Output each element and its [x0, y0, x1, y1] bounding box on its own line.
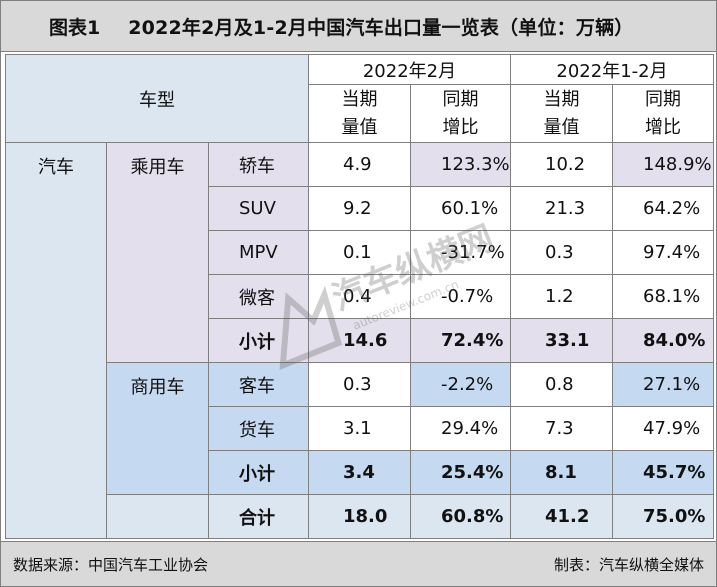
- period-janfeb-header: 2022年1-2月: [510, 54, 714, 85]
- table-row: 商用车 客车 0.3 -2.2% 0.8 27.1%: [6, 362, 714, 495]
- cum-value: 1.2: [510, 274, 613, 319]
- feb-yoy: -2.2%: [410, 362, 511, 407]
- feb-value: 0.4: [308, 274, 411, 319]
- cum-value: 7.3: [510, 406, 613, 451]
- feb-value: 3.1: [308, 406, 411, 451]
- cum-value: 8.1: [510, 450, 613, 495]
- total-spacer: [106, 494, 209, 539]
- category-cell: 汽车: [5, 142, 107, 539]
- page-title: 2022年2月及1-2月中国汽车出口量一览表（单位：万辆）: [128, 16, 634, 39]
- cum-yoy: 84.0%: [612, 318, 714, 363]
- vehicle-type-header: 车型: [5, 54, 309, 143]
- cum-value: 33.1: [510, 318, 613, 363]
- row-name: SUV: [208, 186, 309, 231]
- feb-value: 0.1: [308, 230, 411, 275]
- title-bar: 图表1 2022年2月及1-2月中国汽车出口量一览表（单位：万辆）: [1, 1, 716, 52]
- total-label: 合计: [208, 494, 309, 539]
- cum-yoy: 97.4%: [612, 230, 714, 275]
- feb-yoy: 123.3%: [410, 142, 511, 187]
- cum-yoy-header: 同期 增比: [612, 84, 714, 143]
- subtotal-row: 小计 3.4 25.4% 8.1 45.7%: [6, 450, 714, 495]
- feb-yoy: 29.4%: [410, 406, 511, 451]
- table-row: MPV 0.1 -31.7% 0.3 97.4%: [6, 230, 714, 275]
- feb-value: 9.2: [308, 186, 411, 231]
- cum-yoy: 64.2%: [612, 186, 714, 231]
- table-maker: 制表：汽车纵横全媒体: [553, 555, 704, 574]
- export-data-table: 车型 2022年2月 2022年1-2月 当期 量值 同期 增比 当期 量值 同期 增比…: [5, 54, 714, 539]
- feb-value: 18.0: [308, 494, 411, 539]
- feb-yoy: -0.7%: [410, 274, 511, 319]
- cum-yoy: 27.1%: [612, 362, 714, 407]
- feb-value: 0.3: [308, 362, 411, 407]
- table-row: SUV 9.2 60.1% 21.3 64.2%: [6, 186, 714, 231]
- cum-yoy: 68.1%: [612, 274, 714, 319]
- row-name: 客车: [208, 362, 309, 407]
- cum-yoy: 45.7%: [612, 450, 714, 495]
- feb-yoy: 60.8%: [410, 494, 511, 539]
- cum-yoy: 148.9%: [612, 142, 714, 187]
- row-name: 轿车: [208, 142, 309, 187]
- total-row: 合计 18.0 60.8% 41.2 75.0%: [6, 494, 714, 539]
- passenger-label: 乘用车: [106, 142, 209, 363]
- data-source: 数据来源：中国汽车工业协会: [13, 555, 209, 574]
- commercial-label: 商用车: [106, 362, 209, 495]
- cum-yoy: 47.9%: [612, 406, 714, 451]
- cum-value-header: 当期 量值: [510, 84, 613, 143]
- subtotal-label: 小计: [208, 450, 309, 495]
- feb-yoy: 60.1%: [410, 186, 511, 231]
- cum-value: 0.8: [510, 362, 613, 407]
- cum-value: 21.3: [510, 186, 613, 231]
- cum-yoy: 75.0%: [612, 494, 714, 539]
- figure-label: 图表1: [49, 16, 101, 39]
- feb-value-header: 当期 量值: [308, 84, 411, 143]
- cum-value: 0.3: [510, 230, 613, 275]
- row-name: MPV: [208, 230, 309, 275]
- feb-value: 4.9: [308, 142, 411, 187]
- feb-yoy-header: 同期 增比: [410, 84, 511, 143]
- feb-value: 14.6: [308, 318, 411, 363]
- row-name: 微客: [208, 274, 309, 319]
- cum-value: 41.2: [510, 494, 613, 539]
- footer-bar: 数据来源：中国汽车工业协会 制表：汽车纵横全媒体: [1, 541, 716, 586]
- feb-yoy: 25.4%: [410, 450, 511, 495]
- table-row: 汽车 乘用车 轿车 4.9 123.3% 10.2 148.9%: [5, 142, 714, 539]
- subtotal-row: 小计 14.6 72.4% 33.1 84.0%: [6, 318, 714, 363]
- row-name: 货车: [208, 406, 309, 451]
- table-row: 货车 3.1 29.4% 7.3 47.9%: [6, 406, 714, 451]
- table-row: 微客 0.4 -0.7% 1.2 68.1%: [6, 274, 714, 319]
- period-feb-header: 2022年2月: [308, 54, 511, 85]
- cum-value: 10.2: [510, 142, 613, 187]
- feb-yoy: -31.7%: [410, 230, 511, 275]
- feb-value: 3.4: [308, 450, 411, 495]
- subtotal-label: 小计: [208, 318, 309, 363]
- feb-yoy: 72.4%: [410, 318, 511, 363]
